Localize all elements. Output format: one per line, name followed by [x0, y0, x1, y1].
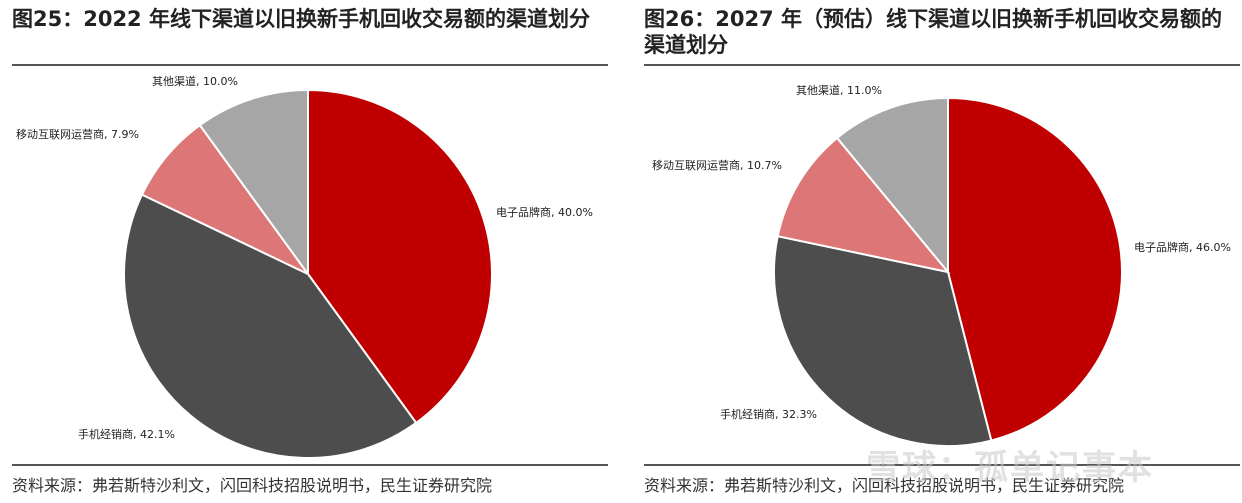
pie-chart-2027: 电子品牌商, 46.0% 手机经销商, 32.3% 移动互联网运营商, 10.7% 其…	[652, 83, 1231, 447]
pie-chart-2022: 电子品牌商, 40.0% 手机经销商, 42.1% 移动互联网运营商, 7.9% 其他…	[16, 74, 593, 459]
title-divider	[12, 64, 608, 66]
chart-title: 图26：2027 年（预估）线下渠道以旧换新手机回收交易额的渠道划分	[644, 7, 1222, 57]
pie-slice-电子品牌商	[947, 96, 1123, 442]
watermark: 雪球：孤单记事本	[866, 448, 1154, 488]
chart-panel-2022: 图25：2022 年线下渠道以旧换新手机回收交易额的渠道划分 电子品牌商, 40…	[0, 0, 610, 503]
slice-label: 手机经销商, 42.1%	[78, 427, 175, 441]
source-note: 资料来源：弗若斯特沙利文，闪回科技招股说明书，民生证券研究院	[12, 476, 493, 495]
slice-label: 电子品牌商, 40.0%	[496, 205, 593, 219]
slice-label: 手机经销商, 32.3%	[720, 407, 817, 421]
title-divider	[644, 64, 1240, 66]
slice-label: 其他渠道, 10.0%	[152, 74, 238, 88]
slice-label: 电子品牌商, 46.0%	[1134, 240, 1231, 254]
pie-slice-手机经销商	[123, 193, 418, 459]
pie-slice-移动互联网运营商	[140, 123, 309, 275]
slice-label: 移动互联网运营商, 10.7%	[652, 158, 782, 172]
chart-panel-2027: 图26：2027 年（预估）线下渠道以旧换新手机回收交易额的渠道划分 电子品牌商…	[632, 0, 1242, 503]
source-note: 资料来源：弗若斯特沙利文，闪回科技招股说明书，民生证券研究院	[644, 476, 1125, 495]
pie-slice-移动互联网运营商	[776, 136, 951, 274]
source-divider	[12, 464, 608, 466]
pie-slice-其他渠道	[198, 88, 309, 278]
slice-label: 其他渠道, 11.0%	[796, 83, 882, 97]
chart-title: 图25：2022 年线下渠道以旧换新手机回收交易额的渠道划分	[12, 7, 590, 31]
pie-slice-手机经销商	[773, 234, 993, 447]
pie-slice-其他渠道	[835, 96, 949, 275]
slice-label: 移动互联网运营商, 7.9%	[16, 127, 139, 141]
source-divider	[644, 464, 1240, 466]
pie-slice-电子品牌商	[307, 88, 493, 425]
